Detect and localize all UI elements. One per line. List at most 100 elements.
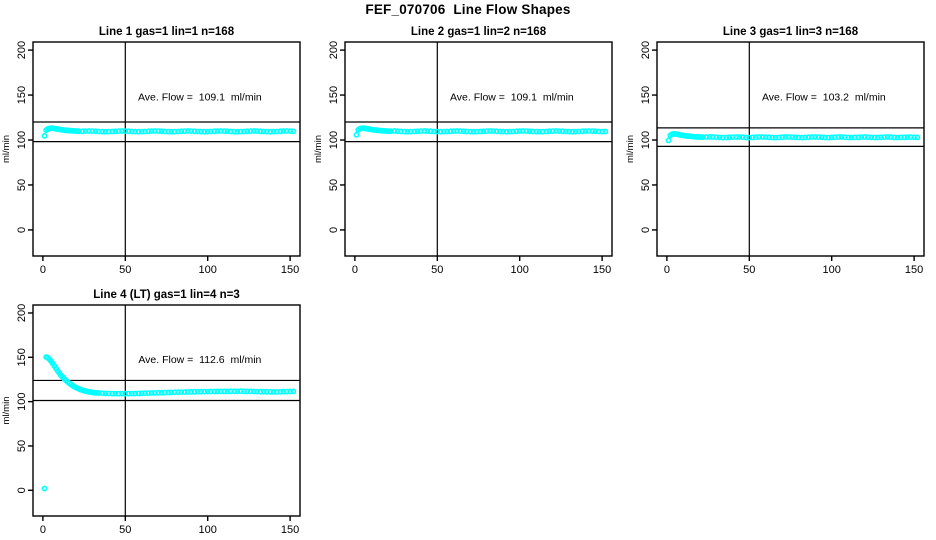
x-tick-label: 150 (281, 264, 299, 276)
data-point (411, 128, 418, 135)
data-point (227, 388, 234, 395)
data-point (394, 128, 401, 135)
data-point (802, 134, 809, 141)
data-point (76, 128, 82, 135)
data-point (782, 134, 789, 140)
data-point (595, 128, 602, 135)
data-point (128, 390, 135, 397)
y-tick-label: 50 (16, 440, 28, 452)
data-point (838, 134, 845, 140)
data-point (254, 388, 260, 395)
data-point (510, 128, 516, 135)
data-point (161, 389, 168, 396)
data-point (260, 128, 267, 135)
data-point (99, 390, 106, 397)
data-point (454, 128, 460, 134)
y-tick-label: 200 (16, 304, 28, 322)
y-axis-label: ml/min (1, 397, 12, 425)
data-point (181, 389, 188, 395)
ave-flow-annotation: Ave. Flow = 103.2 ml/min (762, 92, 886, 104)
data-point (480, 128, 487, 135)
data-point (105, 390, 112, 397)
x-tick-label: 50 (119, 524, 131, 536)
data-point (792, 134, 799, 141)
data-point (549, 128, 556, 134)
data-point (119, 390, 125, 397)
data-point (569, 128, 576, 135)
data-point (559, 128, 566, 135)
data-point (148, 128, 155, 134)
data-point (434, 128, 441, 135)
data-point (165, 128, 171, 135)
data-point (135, 128, 142, 135)
data-point (237, 128, 244, 135)
data-point (875, 134, 881, 141)
data-point (786, 134, 792, 140)
data-point (530, 128, 536, 135)
plot-frame (32, 41, 301, 257)
data-point (398, 128, 404, 135)
data-point (171, 128, 178, 135)
data-point (168, 389, 175, 396)
data-point (132, 390, 139, 397)
data-point (270, 388, 277, 395)
data-point (234, 388, 241, 395)
data-point (241, 388, 247, 395)
data-point (391, 128, 398, 134)
data-point (533, 128, 540, 135)
data-point (231, 388, 237, 395)
data-point (115, 128, 122, 134)
data-point (181, 128, 188, 134)
data-point (128, 128, 135, 135)
data-point (211, 388, 218, 395)
data-point (287, 128, 293, 134)
data-point (267, 128, 274, 135)
data-point (188, 128, 195, 134)
data-point (520, 128, 526, 134)
data-point (125, 390, 132, 397)
data-point (473, 128, 480, 135)
data-point (832, 134, 838, 141)
data-point (142, 128, 148, 135)
data-point (460, 128, 467, 135)
ave-flow-annotation: Ave. Flow = 109.1 ml/min (138, 92, 262, 104)
x-tick-label: 150 (593, 264, 611, 276)
ave-flow-annotation: Ave. Flow = 112.6 ml/min (138, 354, 261, 366)
data-point (779, 134, 786, 141)
data-point (142, 390, 148, 397)
data-point (217, 128, 224, 134)
data-point (244, 128, 251, 135)
data-point (592, 128, 599, 135)
data-point (881, 134, 888, 140)
x-tick-label: 100 (823, 264, 841, 276)
subplot-title: Line 1 gas=1 lin=1 n=168 (99, 26, 235, 38)
data-point (769, 134, 776, 141)
data-point (736, 134, 743, 140)
data-point (858, 134, 865, 140)
data-point (231, 128, 237, 135)
data-point (194, 128, 201, 135)
data-point (273, 388, 280, 395)
data-point (109, 128, 115, 135)
data-point (211, 128, 218, 135)
data-point (543, 128, 549, 135)
data-point (417, 128, 424, 134)
data-point (250, 388, 257, 395)
data-point (865, 134, 871, 141)
data-point (184, 389, 191, 395)
data-point (914, 134, 921, 141)
data-point (493, 128, 500, 135)
y-tick-label: 200 (328, 41, 340, 59)
data-point (404, 128, 411, 135)
plot-frame (656, 41, 925, 257)
data-point (546, 128, 553, 135)
data-point (89, 128, 96, 134)
subplot-title: Line 2 gas=1 lin=2 n=168 (411, 26, 547, 38)
data-point (184, 128, 191, 134)
data-point (277, 388, 284, 395)
data-point (109, 390, 115, 397)
data-point (729, 134, 736, 140)
x-tick-label: 50 (119, 264, 131, 276)
data-point (250, 128, 257, 134)
